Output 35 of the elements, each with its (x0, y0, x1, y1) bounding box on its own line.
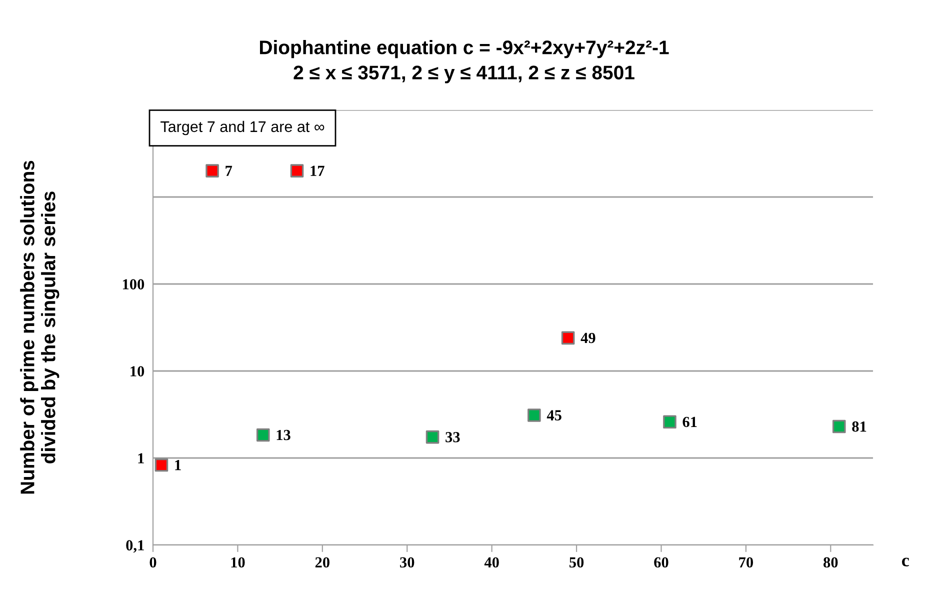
y-tick-label: 10 (130, 366, 144, 376)
x-tick-label: 80 (824, 557, 838, 568)
point (206, 164, 219, 178)
annotation: 61 (682, 416, 697, 428)
annotation: 33 (446, 432, 460, 442)
x-tick-label: 40 (484, 557, 499, 568)
annotation: Target 7 and 17 are at ∞ (160, 120, 324, 136)
x-tick-label: 0 (150, 557, 156, 568)
annotation: 7 (226, 166, 232, 176)
x-tick-label: 70 (739, 557, 753, 568)
point (154, 458, 168, 472)
point (426, 430, 440, 444)
point (290, 164, 304, 178)
annotation: 81 (852, 421, 866, 432)
y-axis-title: Number of prime numbers solutions divided by the singular series (20, 160, 60, 494)
point (561, 331, 575, 345)
x-axis-title: c (902, 558, 909, 566)
x-tick-label: 20 (315, 557, 330, 568)
x-tick-label: 50 (570, 557, 584, 568)
annotation: 17 (310, 166, 324, 176)
point (663, 415, 676, 429)
annotation: 1 (175, 460, 181, 470)
annotation: 45 (546, 410, 562, 420)
y-tick-label: 1 (138, 453, 144, 464)
point (832, 420, 846, 434)
annotation: 49 (580, 332, 596, 344)
x-tick-label: 10 (231, 557, 245, 568)
annotation: 13 (276, 430, 290, 440)
point (256, 428, 270, 442)
point (528, 408, 541, 422)
x-tick-label: 30 (400, 557, 414, 568)
y-tick-label: 0,1 (126, 540, 144, 553)
x-tick-label: 60 (654, 557, 668, 568)
chart-title: Diophantine equation c = -9x²+2xy+7y²+2z²-1 2 ≤ x ≤ 3571, 2 ≤ y ≤ 4111, 2 ≤ z ≤ 8501 (260, 40, 669, 84)
y-tick-label: 100 (122, 279, 144, 290)
